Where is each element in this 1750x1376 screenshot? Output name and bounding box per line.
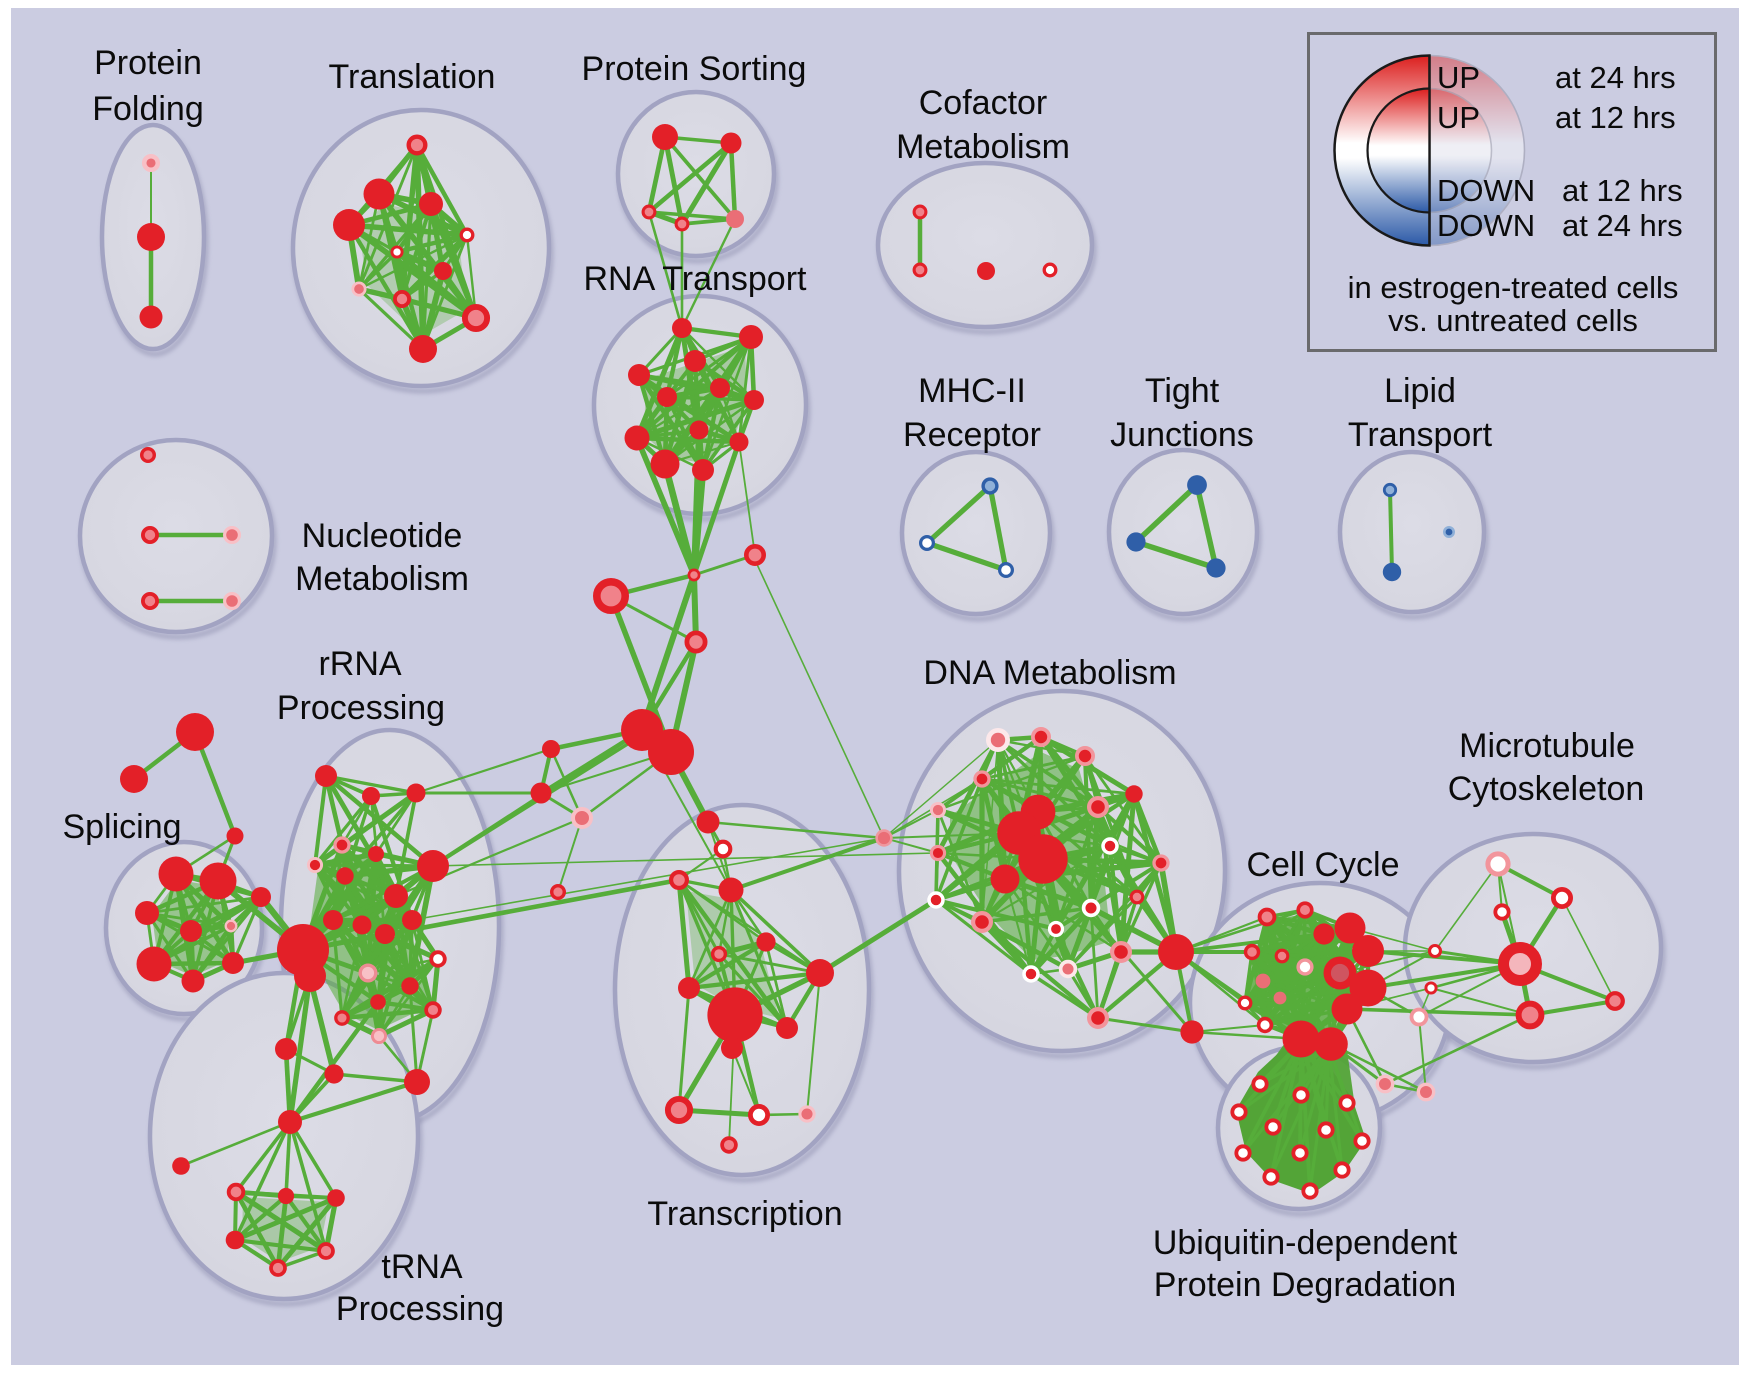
svg-text:Junctions: Junctions — [1110, 416, 1254, 454]
svg-text:Nucleotide: Nucleotide — [302, 517, 463, 555]
svg-text:Transcription: Transcription — [647, 1195, 842, 1233]
svg-text:Splicing: Splicing — [62, 808, 181, 846]
svg-text:in estrogen-treated cells: in estrogen-treated cells — [1348, 270, 1679, 305]
svg-text:Protein: Protein — [94, 44, 202, 82]
svg-text:UP: UP — [1437, 100, 1480, 135]
svg-text:Cofactor: Cofactor — [919, 84, 1048, 122]
svg-text:at 24 hrs: at 24 hrs — [1562, 208, 1683, 243]
svg-text:Processing: Processing — [277, 689, 445, 727]
svg-text:Protein Sorting: Protein Sorting — [582, 50, 807, 88]
svg-text:Lipid: Lipid — [1384, 372, 1456, 410]
svg-text:Metabolism: Metabolism — [896, 128, 1070, 166]
svg-text:Transport: Transport — [1348, 416, 1493, 454]
svg-text:rRNA: rRNA — [318, 645, 401, 683]
svg-text:UP: UP — [1437, 60, 1480, 95]
svg-text:Folding: Folding — [92, 90, 204, 128]
svg-text:at 24 hrs: at 24 hrs — [1555, 60, 1676, 95]
svg-text:MHC-II: MHC-II — [918, 372, 1026, 410]
svg-text:DOWN: DOWN — [1437, 208, 1535, 243]
svg-text:Cytoskeleton: Cytoskeleton — [1448, 770, 1645, 808]
svg-text:Tight: Tight — [1145, 372, 1220, 410]
svg-text:DOWN: DOWN — [1437, 173, 1535, 208]
svg-text:DNA Metabolism: DNA Metabolism — [923, 654, 1176, 692]
svg-text:RNA Transport: RNA Transport — [584, 260, 808, 298]
svg-text:Microtubule: Microtubule — [1459, 727, 1635, 765]
svg-text:tRNA: tRNA — [381, 1248, 463, 1286]
svg-text:at 12 hrs: at 12 hrs — [1562, 173, 1683, 208]
svg-text:Translation: Translation — [329, 58, 496, 96]
svg-text:Metabolism: Metabolism — [295, 560, 469, 598]
svg-text:at 12 hrs: at 12 hrs — [1555, 100, 1676, 135]
svg-text:Cell Cycle: Cell Cycle — [1246, 846, 1399, 884]
svg-text:Receptor: Receptor — [903, 416, 1041, 454]
svg-text:Processing: Processing — [336, 1290, 504, 1328]
svg-text:Protein Degradation: Protein Degradation — [1154, 1266, 1456, 1304]
svg-text:vs. untreated cells: vs. untreated cells — [1388, 303, 1638, 338]
svg-text:Ubiquitin-dependent: Ubiquitin-dependent — [1153, 1224, 1458, 1262]
